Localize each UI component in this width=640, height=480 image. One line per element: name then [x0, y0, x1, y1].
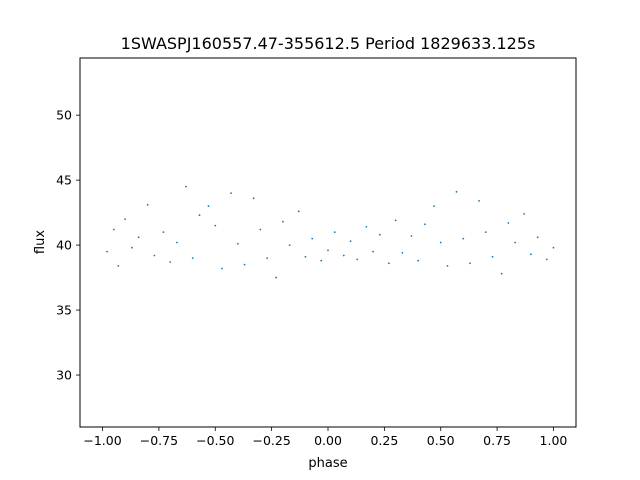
data-point [545, 258, 548, 261]
data-point [130, 246, 133, 249]
x-tick-label: 0.25 [370, 433, 398, 448]
data-point [514, 241, 517, 244]
data-point [146, 203, 149, 206]
data-point [394, 219, 397, 222]
data-point [185, 185, 187, 188]
x-tick-label: 0.50 [427, 433, 455, 448]
data-point [552, 246, 555, 249]
data-point [252, 197, 255, 200]
data-point [259, 228, 262, 231]
data-point [320, 259, 323, 262]
data-point [417, 259, 420, 262]
data-point [275, 276, 278, 279]
data-point [198, 214, 201, 217]
data-point [484, 231, 487, 234]
data-point [530, 253, 532, 256]
data-point [236, 242, 239, 245]
data-point [207, 205, 210, 208]
y-axis-label: flux [33, 230, 48, 254]
data-point [288, 244, 291, 247]
data-point [162, 231, 165, 234]
data-point [282, 220, 284, 223]
data-point [455, 190, 458, 193]
data-point [137, 236, 140, 239]
data-point [433, 205, 435, 208]
data-point [349, 240, 352, 243]
plot-points [106, 185, 555, 279]
data-point [491, 255, 494, 258]
data-point [304, 255, 307, 258]
data-point [191, 257, 194, 259]
x-tick-label: −0.75 [140, 433, 178, 448]
data-point [469, 262, 471, 265]
data-point [266, 257, 269, 259]
data-point [424, 223, 426, 226]
y-tick-label: 30 [56, 368, 72, 383]
data-point [536, 236, 539, 239]
data-point [478, 200, 480, 202]
data-point [462, 237, 465, 240]
y-tick-label: 50 [56, 108, 72, 123]
data-point [372, 250, 374, 253]
data-point [153, 254, 156, 257]
x-axis: −1.00 −0.75 −0.50 −0.25 0.00 0.25 0.50 0.75 1.00 [83, 427, 567, 448]
x-tick-label: −0.50 [196, 433, 234, 448]
y-tick-label: 45 [56, 173, 72, 188]
data-point [124, 218, 126, 221]
data-point [243, 263, 246, 266]
data-point [112, 228, 115, 231]
x-tick-label: 1.00 [540, 433, 568, 448]
data-point [378, 233, 381, 236]
data-point [356, 258, 359, 261]
x-tick-label: −0.25 [252, 433, 290, 448]
data-point [327, 249, 329, 252]
data-point [169, 261, 172, 263]
data-point [410, 235, 413, 237]
data-point [221, 267, 223, 270]
data-point [342, 254, 345, 257]
y-tick-label: 40 [56, 238, 72, 253]
data-point [401, 251, 404, 254]
data-point [446, 264, 449, 267]
x-tick-label: −1.00 [83, 433, 121, 448]
data-point [311, 237, 314, 240]
data-point [387, 262, 390, 265]
y-axis: 30 35 40 45 50 [56, 108, 80, 383]
data-point [365, 226, 368, 228]
data-point [500, 272, 503, 275]
data-point [507, 222, 510, 224]
data-point [523, 213, 526, 215]
data-point [117, 264, 120, 267]
y-tick-label: 35 [56, 303, 72, 318]
data-point [297, 210, 300, 213]
data-point [106, 250, 108, 253]
data-point [176, 241, 178, 244]
data-point [439, 241, 442, 244]
x-axis-label: phase [308, 456, 347, 471]
chart-title: 1SWASPJ160557.47-355612.5 Period 1829633… [121, 34, 536, 53]
data-point [214, 224, 217, 227]
data-point [230, 192, 232, 195]
x-tick-label: 0.00 [314, 433, 342, 448]
data-point [333, 231, 336, 234]
x-tick-label: 0.75 [483, 433, 511, 448]
